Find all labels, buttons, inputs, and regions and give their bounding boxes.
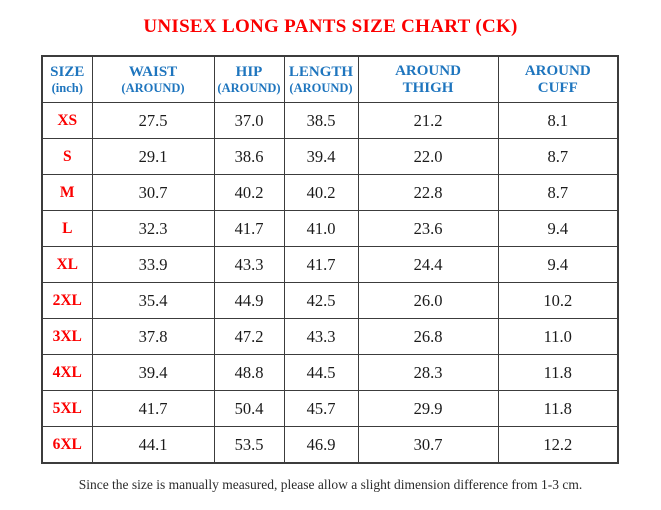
table-row: XS 27.5 37.0 38.5 21.2 8.1 [41, 102, 619, 139]
column-header-label: THIGH [402, 79, 454, 96]
column-header-label: AROUND [395, 62, 461, 79]
size-label: 6XL [41, 426, 93, 464]
measurement-value: 8.1 [497, 102, 619, 139]
measurement-value: 9.4 [497, 210, 619, 247]
measurement-value: 40.2 [283, 174, 359, 211]
table-row: 4XL 39.4 48.8 44.5 28.3 11.8 [41, 354, 619, 391]
column-header-sublabel: (inch) [51, 80, 83, 95]
measurement-value: 8.7 [497, 138, 619, 175]
table-header-row: SIZE (inch) WAIST (AROUND) HIP (AROUND) … [41, 55, 619, 103]
column-header-waist: WAIST (AROUND) [91, 55, 215, 103]
table-row: XL 33.9 43.3 41.7 24.4 9.4 [41, 246, 619, 283]
measurement-value: 41.0 [283, 210, 359, 247]
measurement-value: 39.4 [283, 138, 359, 175]
table-row: S 29.1 38.6 39.4 22.0 8.7 [41, 138, 619, 175]
table-row: 2XL 35.4 44.9 42.5 26.0 10.2 [41, 282, 619, 319]
measurement-value: 39.4 [91, 354, 215, 391]
table-row: 5XL 41.7 50.4 45.7 29.9 11.8 [41, 390, 619, 427]
measurement-value: 48.8 [213, 354, 285, 391]
size-label: M [41, 174, 93, 211]
measurement-value: 46.9 [283, 426, 359, 464]
measurement-value: 33.9 [91, 246, 215, 283]
measurement-value: 43.3 [213, 246, 285, 283]
measurement-value: 12.2 [497, 426, 619, 464]
measurement-value: 40.2 [213, 174, 285, 211]
measurement-value: 11.0 [497, 318, 619, 355]
size-label: 4XL [41, 354, 93, 391]
table-row: 6XL 44.1 53.5 46.9 30.7 12.2 [41, 426, 619, 464]
measurement-value: 53.5 [213, 426, 285, 464]
column-header-label: LENGTH [288, 63, 354, 80]
measurement-value: 22.0 [357, 138, 499, 175]
measurement-value: 8.7 [497, 174, 619, 211]
column-header-size: SIZE (inch) [41, 55, 93, 103]
table-row: 3XL 37.8 47.2 43.3 26.8 11.0 [41, 318, 619, 355]
column-header-label: AROUND [524, 62, 591, 79]
size-label: L [41, 210, 93, 247]
measurement-value: 9.4 [497, 246, 619, 283]
measurement-value: 50.4 [213, 390, 285, 427]
measurement-value: 27.5 [91, 102, 215, 139]
size-label: 5XL [41, 390, 93, 427]
measurement-disclaimer: Since the size is manually measured, ple… [78, 477, 583, 492]
table-row: M 30.7 40.2 40.2 22.8 8.7 [41, 174, 619, 211]
measurement-value: 43.3 [283, 318, 359, 355]
measurement-value: 37.0 [213, 102, 285, 139]
column-header-around-cuff: AROUND CUFF [497, 55, 619, 103]
column-header-hip: HIP (AROUND) [213, 55, 285, 103]
measurement-value: 42.5 [283, 282, 359, 319]
measurement-value: 35.4 [91, 282, 215, 319]
measurement-value: 47.2 [213, 318, 285, 355]
size-label: XS [41, 102, 93, 139]
column-header-label: SIZE [50, 63, 85, 80]
size-label: 2XL [41, 282, 93, 319]
measurement-value: 29.9 [357, 390, 499, 427]
column-header-length: LENGTH (AROUND) [283, 55, 359, 103]
size-label: 3XL [41, 318, 93, 355]
measurement-value: 11.8 [497, 390, 619, 427]
size-label: XL [41, 246, 93, 283]
measurement-value: 45.7 [283, 390, 359, 427]
size-chart-table: SIZE (inch) WAIST (AROUND) HIP (AROUND) … [41, 55, 619, 464]
measurement-value: 10.2 [497, 282, 619, 319]
measurement-value: 44.5 [283, 354, 359, 391]
measurement-value: 38.5 [283, 102, 359, 139]
measurement-value: 44.9 [213, 282, 285, 319]
column-header-sublabel: (AROUND) [289, 80, 353, 95]
measurement-value: 44.1 [91, 426, 215, 464]
measurement-value: 41.7 [283, 246, 359, 283]
measurement-value: 41.7 [91, 390, 215, 427]
column-header-sublabel: (AROUND) [217, 80, 281, 95]
column-header-label: CUFF [537, 79, 578, 96]
measurement-value: 21.2 [357, 102, 499, 139]
measurement-value: 28.3 [357, 354, 499, 391]
measurement-value: 26.0 [357, 282, 499, 319]
measurement-value: 30.7 [357, 426, 499, 464]
column-header-sublabel: (AROUND) [121, 80, 185, 95]
measurement-value: 26.8 [357, 318, 499, 355]
measurement-value: 41.7 [213, 210, 285, 247]
column-header-around-thigh: AROUND THIGH [357, 55, 499, 103]
measurement-value: 37.8 [91, 318, 215, 355]
measurement-value: 38.6 [213, 138, 285, 175]
size-label: S [41, 138, 93, 175]
measurement-value: 24.4 [357, 246, 499, 283]
measurement-value: 32.3 [91, 210, 215, 247]
measurement-value: 22.8 [357, 174, 499, 211]
table-row: L 32.3 41.7 41.0 23.6 9.4 [41, 210, 619, 247]
page-title: UNISEX LONG PANTS SIZE CHART (CK) [143, 16, 518, 37]
column-header-label: WAIST [128, 63, 178, 80]
measurement-value: 11.8 [497, 354, 619, 391]
measurement-value: 23.6 [357, 210, 499, 247]
size-table-body: XS 27.5 37.0 38.5 21.2 8.1 S 29.1 38.6 39.4 22.0 8.… [41, 102, 619, 464]
measurement-value: 30.7 [91, 174, 215, 211]
measurement-value: 29.1 [91, 138, 215, 175]
column-header-label: HIP [235, 63, 263, 80]
